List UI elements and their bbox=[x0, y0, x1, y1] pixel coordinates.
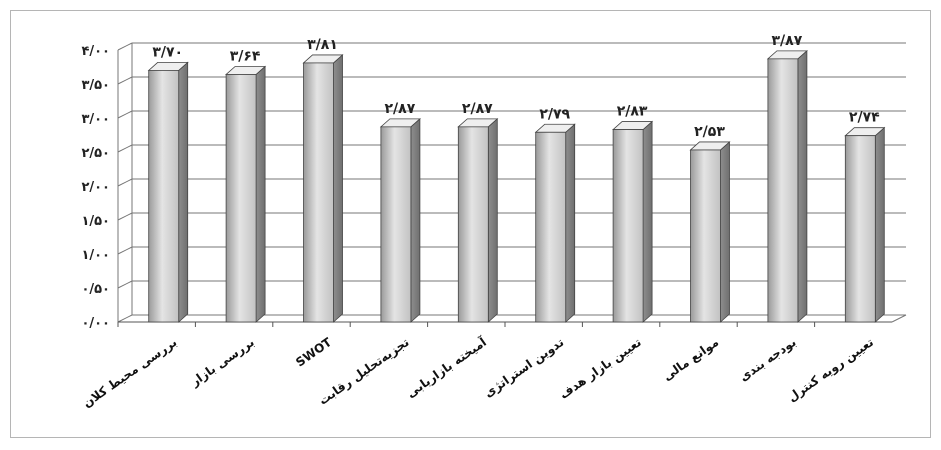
bar-front bbox=[844, 135, 876, 323]
y-tick-label: ۲/۵۰ bbox=[81, 146, 110, 161]
y-axis-ticks: ۰/۰۰ ۰/۵۰ ۱/۰۰ ۱/۵۰ ۲/۰۰ ۲/۵۰ ۳/۰۰ ۳/۵۰ ۴/۰۰ bbox=[81, 44, 110, 331]
bar bbox=[302, 54, 344, 323]
data-label: ۲/۸۳ bbox=[617, 104, 648, 120]
bar-front bbox=[612, 129, 644, 323]
category-labels: بررسی محیط کلان بررسی بازار SWOTتجزیه‌تحلی… bbox=[80, 334, 876, 411]
data-label: ۳/۷۰ bbox=[152, 44, 183, 60]
bar bbox=[225, 65, 267, 323]
category-label: بودجه بندی bbox=[737, 335, 799, 385]
data-label: ۳/۸۱ bbox=[307, 37, 338, 53]
gridline-depth bbox=[117, 110, 133, 119]
y-tick-label: ۱/۵۰ bbox=[81, 214, 110, 229]
category-label: SWOT bbox=[293, 335, 335, 370]
bar bbox=[689, 141, 731, 323]
gridline-depth bbox=[117, 280, 133, 289]
bar-side bbox=[333, 54, 343, 323]
bar-front bbox=[380, 126, 412, 323]
y-tick-label: ۱/۰۰ bbox=[81, 248, 110, 263]
bar-side bbox=[720, 141, 730, 323]
bar-front bbox=[690, 149, 721, 323]
gridline-depth bbox=[117, 178, 133, 187]
bar-front bbox=[225, 74, 257, 323]
bar bbox=[766, 49, 808, 323]
bar bbox=[457, 117, 499, 323]
y-tick-label: ۰/۰۰ bbox=[81, 316, 110, 331]
data-label: ۲/۷۴ bbox=[849, 110, 880, 126]
gridline-depth bbox=[117, 314, 133, 323]
y-tick-label: ۴/۰۰ bbox=[81, 44, 110, 59]
gridline-depth bbox=[117, 144, 133, 153]
bar-side bbox=[642, 120, 653, 323]
x-axis-depth-line bbox=[891, 314, 907, 323]
gridline-depth bbox=[117, 42, 133, 51]
y-tick-label: ۲/۰۰ bbox=[81, 180, 110, 195]
bar-side bbox=[410, 117, 421, 323]
bar-side bbox=[874, 126, 885, 323]
bar-front bbox=[148, 70, 180, 323]
data-label: ۲/۸۷ bbox=[385, 101, 416, 117]
bar-front bbox=[303, 62, 334, 323]
bar bbox=[534, 123, 576, 323]
bars bbox=[147, 49, 886, 323]
bar-side bbox=[255, 65, 266, 323]
y-tick-label: ۰/۵۰ bbox=[81, 282, 110, 297]
category-label: بررسی محیط کلان bbox=[80, 335, 179, 410]
data-labels: ۳/۷۰ ۳/۶۴ ۳/۸۱ ۲/۸۷ ۲/۸۷ ۲/۷۹ ۲/۸۳ ۲/۵۳ ۳/۸۷ ۲/۷۴ bbox=[152, 33, 880, 140]
data-label: ۳/۸۷ bbox=[772, 33, 803, 49]
category-label: بررسی بازار bbox=[187, 335, 256, 389]
y-tick-label: ۳/۰۰ bbox=[81, 112, 110, 127]
data-label: ۲/۷۹ bbox=[539, 106, 570, 122]
data-label: ۲/۵۳ bbox=[694, 124, 725, 140]
category-label: تعیین بازار هدف bbox=[557, 335, 644, 402]
category-label: تعیین رویه کنترل bbox=[785, 335, 876, 405]
bar-front bbox=[535, 131, 567, 323]
y-tick-label: ۳/۵۰ bbox=[81, 78, 110, 93]
bar-side bbox=[565, 123, 576, 323]
bar bbox=[147, 61, 189, 323]
gridline-depth bbox=[117, 76, 133, 85]
bar-front bbox=[457, 126, 489, 323]
gridline-depth bbox=[117, 246, 133, 255]
category-label: تدوین استراتژی bbox=[482, 335, 567, 401]
data-label: ۲/۸۷ bbox=[462, 101, 493, 117]
bar-side bbox=[178, 61, 189, 323]
bar bbox=[379, 117, 421, 323]
data-label: ۳/۶۴ bbox=[230, 48, 261, 64]
bar bbox=[844, 126, 886, 323]
category-label: موانع مالی bbox=[660, 335, 721, 384]
category-label: آمیخته بازاریابی bbox=[403, 334, 489, 401]
bar-side bbox=[487, 117, 498, 323]
bar-front bbox=[767, 58, 799, 323]
bar-side bbox=[797, 49, 808, 323]
gridline-depth bbox=[117, 212, 133, 221]
bar bbox=[612, 120, 654, 323]
